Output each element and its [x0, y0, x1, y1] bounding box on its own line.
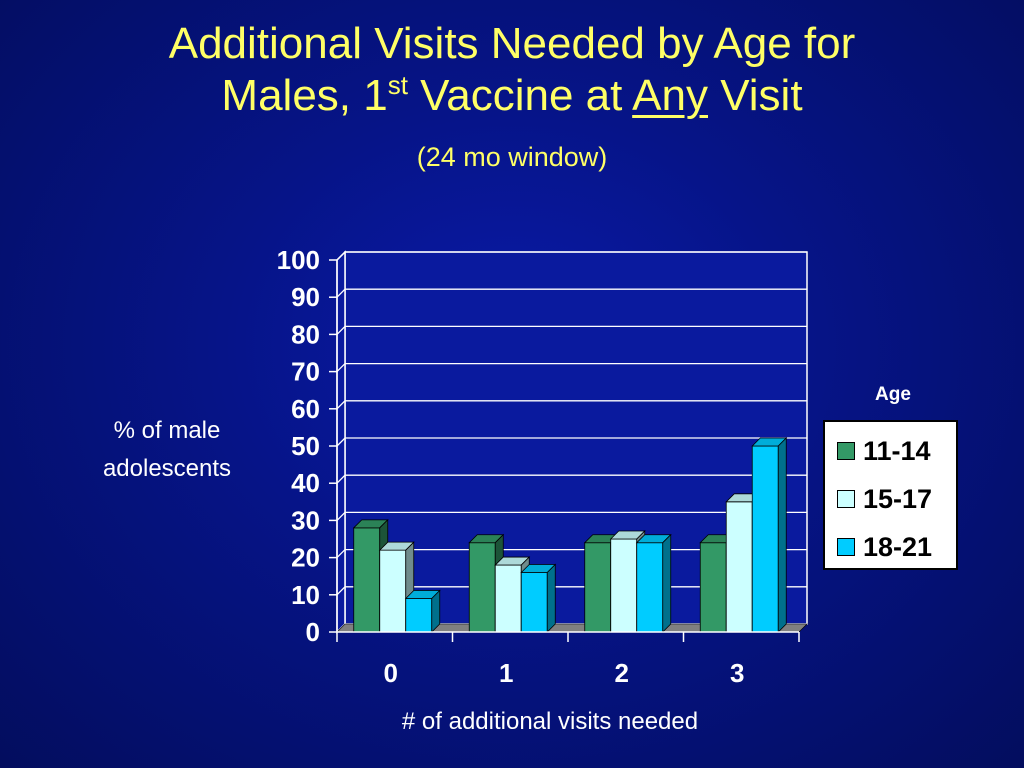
- legend-swatch-15-17: [837, 490, 855, 508]
- y-tick-label-90: 90: [291, 282, 320, 312]
- bar-18-21-x1-side: [546, 563, 556, 633]
- title-line-1: Additional Visits Needed by Age for: [168, 19, 856, 68]
- bar-15-17-x0: [379, 549, 407, 633]
- y-tick-label-0: 0: [306, 617, 320, 647]
- gridline-80: [336, 325, 807, 335]
- bar-11-14-x2: [584, 542, 612, 633]
- x-tick-label-2: 2: [615, 658, 629, 688]
- bar-18-21-x3-side: [777, 437, 787, 633]
- legend-item-15-17: 15-17: [837, 484, 932, 514]
- title-superscript: st: [387, 70, 408, 100]
- bar-11-14-x0: [353, 527, 381, 633]
- y-tick-label-100: 100: [277, 245, 320, 275]
- gridline-100: [336, 251, 807, 261]
- gridline-50: [336, 437, 807, 447]
- bar-18-21-x2-side: [662, 533, 672, 633]
- y-tick-label-70: 70: [291, 357, 320, 387]
- slide-subtitle: (24 mo window): [416, 142, 608, 172]
- title-line-2-post: Visit: [708, 71, 803, 120]
- x-axis-label: # of additional visits needed: [401, 708, 699, 735]
- y-tick-label-80: 80: [291, 319, 320, 349]
- legend-title: Age: [875, 384, 911, 405]
- x-tick-label-3: 3: [730, 658, 744, 688]
- bar-15-17-x3: [725, 501, 753, 633]
- bar-11-14-x1: [468, 542, 496, 633]
- legend-label-11-14: 11-14: [863, 435, 931, 466]
- y-tick-label-40: 40: [291, 468, 320, 498]
- x-tick-label-1: 1: [499, 658, 513, 688]
- y-tick-label-20: 20: [291, 543, 320, 573]
- bar-18-21-x1: [520, 572, 548, 633]
- legend-label-15-17: 15-17: [863, 483, 933, 514]
- bar-18-21-x0: [405, 598, 433, 633]
- gridline-70: [336, 362, 807, 373]
- legend-item-11-14: 11-14: [837, 436, 931, 466]
- x-tick-label-0: 0: [384, 658, 398, 688]
- gridline-60: [336, 400, 807, 410]
- gridline-40: [336, 474, 807, 484]
- bar-18-21-x3: [751, 445, 779, 633]
- title-underlined-word: Any: [632, 71, 708, 120]
- y-axis-label: % of male adolescents: [72, 412, 262, 488]
- y-axis-label-line-1: % of male: [113, 417, 221, 444]
- legend-item-18-21: 18-21: [837, 532, 932, 562]
- y-axis-label-line-2: adolescents: [102, 455, 232, 482]
- legend-swatch-18-21: [837, 538, 855, 556]
- bar-15-17-x1: [494, 564, 522, 633]
- legend: 11-14 15-17 18-21: [823, 420, 958, 570]
- bar-18-21-x0-side: [431, 589, 441, 633]
- y-tick-label-10: 10: [291, 580, 320, 610]
- gridline-30: [336, 511, 807, 521]
- title-line-2-pre: Males, 1: [221, 71, 388, 120]
- slide-title: Additional Visits Needed by Age for Male…: [0, 18, 1024, 122]
- bar-11-14-x3: [699, 542, 727, 633]
- y-tick-label-60: 60: [291, 394, 320, 424]
- y-tick-label-50: 50: [291, 431, 320, 461]
- legend-swatch-11-14: [837, 442, 855, 460]
- title-line-2-mid: Vaccine at: [407, 71, 633, 120]
- legend-label-18-21: 18-21: [863, 531, 933, 562]
- bar-15-17-x2: [610, 538, 638, 633]
- y-tick-label-30: 30: [291, 505, 320, 535]
- bar-18-21-x2: [636, 542, 664, 633]
- gridline-90: [336, 288, 807, 298]
- title-line-2: Males, 1st Vaccine at Any Visit: [0, 70, 1024, 122]
